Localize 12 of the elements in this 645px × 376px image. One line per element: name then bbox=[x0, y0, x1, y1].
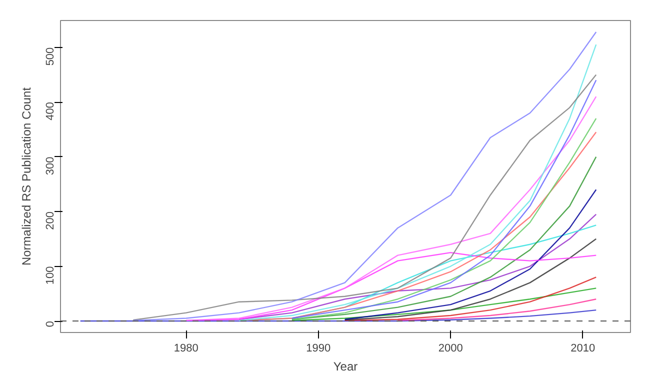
y-axis-title: Normalized RS Publication Count bbox=[20, 86, 34, 266]
y-tick-label: 400 bbox=[44, 102, 56, 120]
x-tick-label: 2010 bbox=[570, 342, 596, 354]
y-tick-label: 300 bbox=[44, 156, 56, 176]
y-tick-label: 100 bbox=[44, 266, 56, 285]
y-tick-label: 200 bbox=[44, 212, 56, 230]
x-axis-title: Year bbox=[333, 360, 358, 374]
y-tick-label: 500 bbox=[44, 47, 56, 66]
x-tick-label: 1990 bbox=[306, 342, 331, 354]
x-tick-label: 2000 bbox=[438, 342, 463, 354]
y-tick-label: 0 bbox=[44, 321, 56, 328]
x-tick-label: 1980 bbox=[174, 342, 198, 354]
